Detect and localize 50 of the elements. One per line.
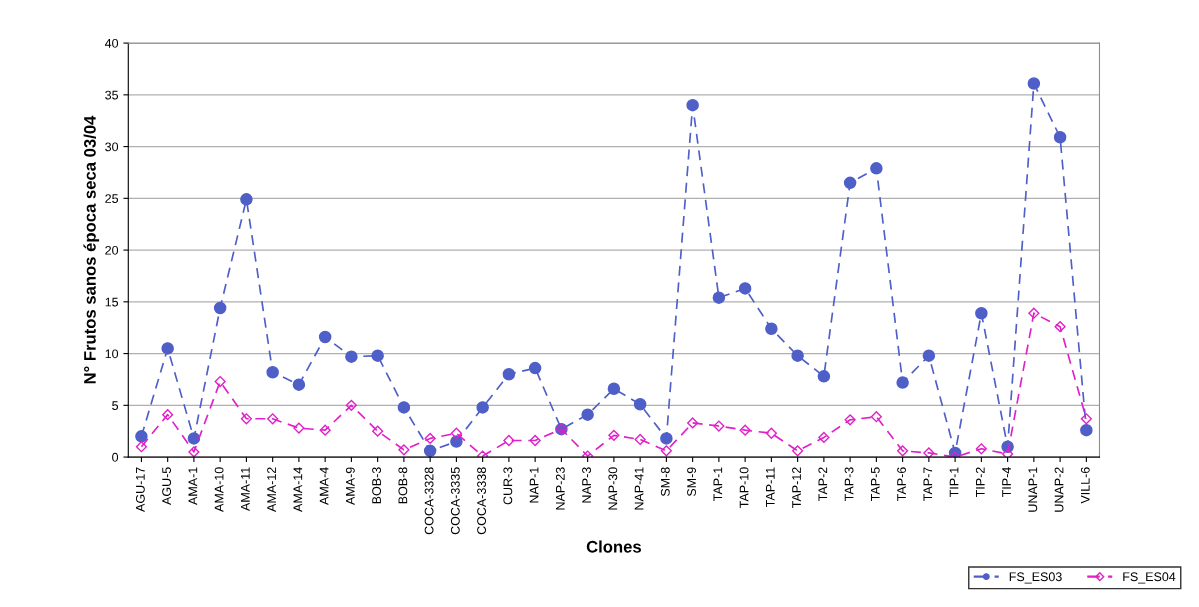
x-tick-label: TAP-2 (818, 467, 828, 502)
x-tick-label: NAP-3 (582, 467, 591, 503)
y-tick-label: 30 (105, 142, 119, 152)
y-tick-label: 10 (105, 349, 119, 359)
x-tick-label: TAP-6 (897, 467, 906, 502)
y-tick-label: 20 (105, 245, 119, 255)
x-axis-title: Clones (586, 540, 641, 553)
x-tick-label: TAP-3 (844, 467, 854, 502)
x-tick-label: NAP-1 (529, 467, 539, 503)
legend-label: FS_ES03 (1009, 572, 1062, 584)
legend-label: FS_ES04 (1123, 572, 1176, 584)
y-tick-label: 0 (112, 452, 119, 462)
x-tick-label: TIP-4 (1002, 467, 1011, 498)
x-tick-label: CUR-3 (503, 467, 513, 505)
x-tick-label: AMA-14 (293, 467, 303, 512)
x-tick-label: TIP-1 (949, 467, 959, 498)
x-tick-label: AMA-1 (188, 467, 198, 505)
x-tick-label: TAP-11 (766, 467, 775, 508)
x-tick-label: UNAP-1 (1028, 467, 1038, 512)
x-tick-label: AMA-10 (214, 467, 224, 512)
x-tick-label: COCA-3328 (424, 467, 434, 535)
y-tick-label: 5 (112, 401, 119, 410)
x-tick-label: AMA-11 (241, 467, 250, 511)
x-tick-label: AMA-12 (267, 467, 276, 512)
x-tick-label: TAP-7 (923, 467, 933, 502)
x-tick-label: NAP-23 (555, 467, 565, 510)
x-tick-label: AMA-4 (319, 467, 329, 505)
x-tick-label: COCA-3338 (477, 467, 486, 535)
x-tick-label: SM-8 (660, 467, 670, 497)
x-tick-label: UNAP-2 (1054, 467, 1064, 512)
x-tick-label: VILL-6 (1080, 467, 1090, 504)
x-tick-label: BOB-3 (372, 467, 382, 504)
x-tick-label: TAP-5 (871, 467, 880, 502)
y-tick-label: 35 (105, 90, 119, 100)
x-tick-label: AGU-17 (135, 467, 145, 512)
x-tick-label: COCA-3335 (450, 467, 460, 535)
x-tick-label: TAP-10 (739, 467, 749, 508)
x-tick-label: TIP-2 (975, 467, 985, 498)
y-tick-label: 25 (105, 194, 119, 203)
y-tick-label: 40 (104, 38, 119, 48)
x-tick-label: TAP-12 (792, 467, 801, 508)
x-tick-label: TAP-1 (713, 467, 723, 502)
x-tick-label: SM-9 (687, 467, 696, 497)
y-axis-title: N° Frutos sanos época seca 03/04 (83, 115, 100, 384)
x-tick-label: AGU-5 (162, 467, 172, 505)
x-tick-label: NAP-30 (608, 467, 618, 510)
x-tick-label: NAP-41 (634, 467, 644, 510)
y-tick-label: 15 (105, 297, 119, 307)
x-tick-label: AMA-9 (345, 467, 355, 505)
x-tick-label: BOB-8 (398, 467, 408, 504)
